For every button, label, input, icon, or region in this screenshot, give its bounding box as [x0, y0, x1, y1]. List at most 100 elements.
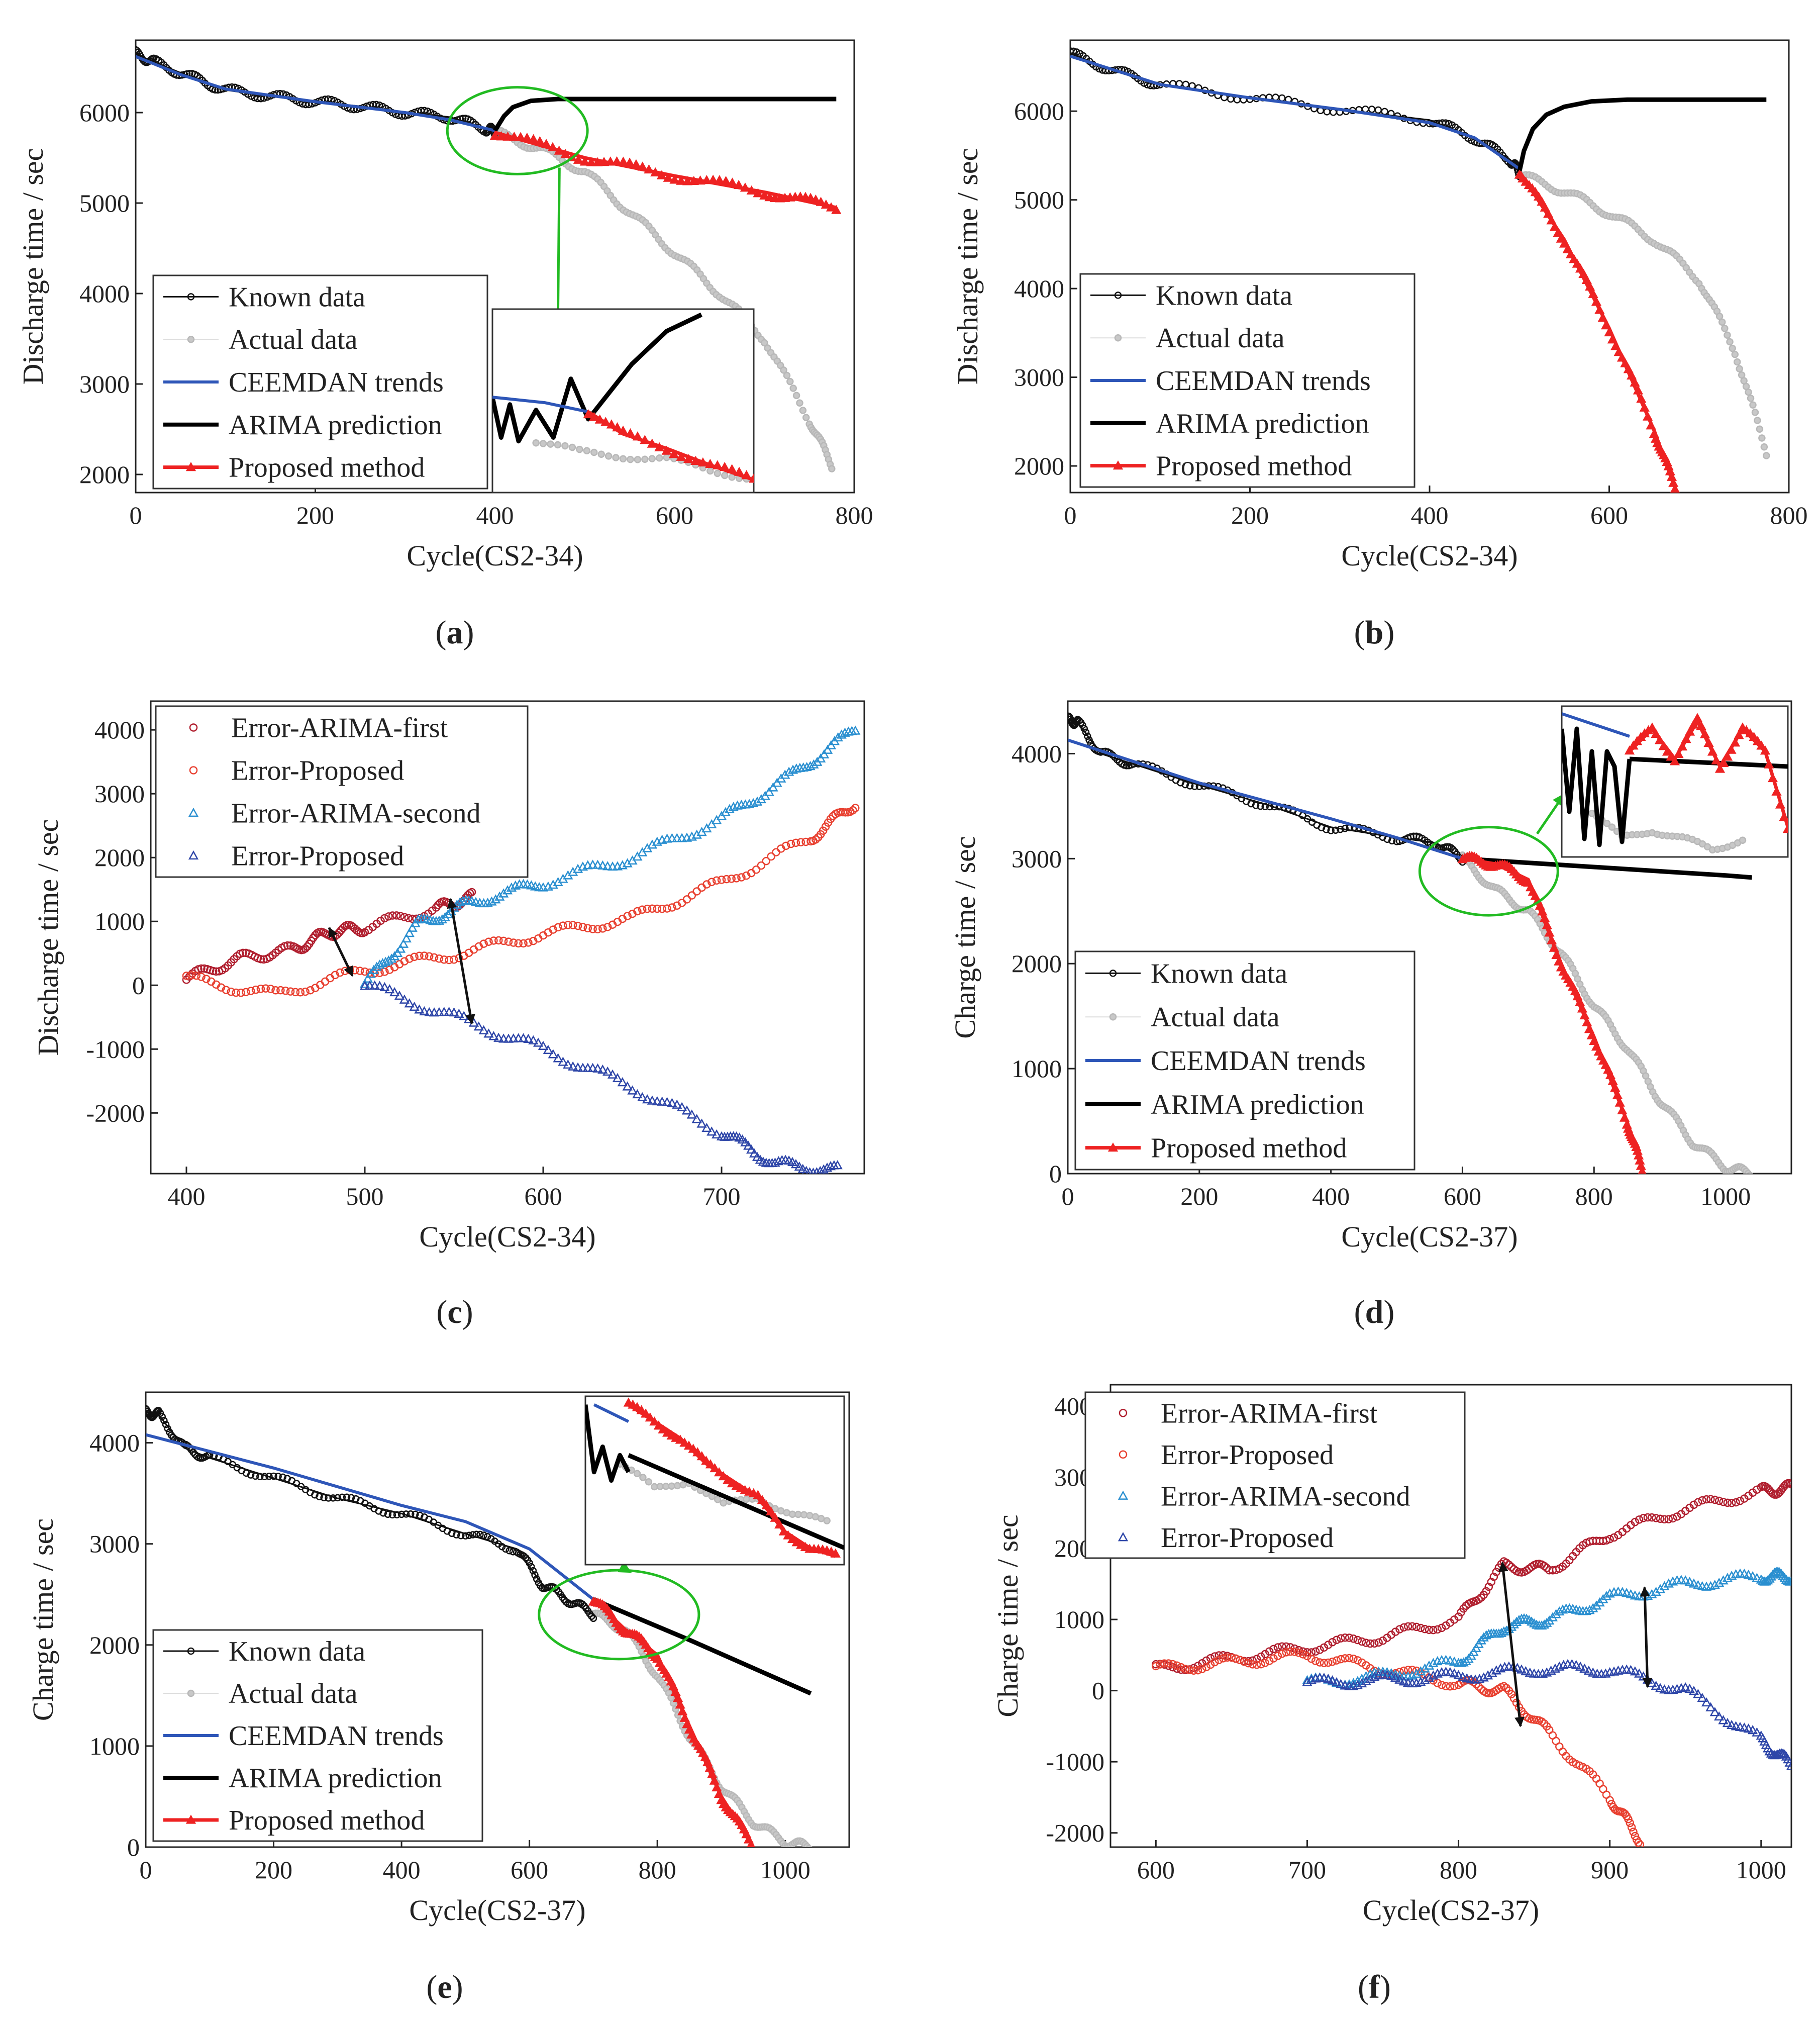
series-error-arima-second-point	[1554, 1606, 1565, 1616]
series-proposed-method-point	[741, 470, 752, 479]
series-proposed-method-point	[1646, 420, 1656, 430]
series-error-proposed-point	[549, 925, 557, 934]
legend-marker	[1107, 1142, 1119, 1152]
series-actual-data-point	[1736, 365, 1743, 373]
series-proposed-method-point	[1553, 228, 1563, 237]
series-actual-data-point	[604, 452, 613, 460]
series-known-data-point	[476, 1530, 484, 1539]
series-error-arima-second-point	[404, 928, 415, 937]
legend-label: Error-Proposed	[1161, 1439, 1334, 1471]
series-proposed-method-point	[509, 131, 520, 141]
series-known-data-point	[251, 1472, 259, 1480]
panel-caption: (d)	[1354, 1294, 1395, 1330]
series-proposed-method-point	[1658, 741, 1669, 750]
series-ceemdan-trends-line	[593, 1403, 630, 1423]
series-actual-data-point	[777, 1507, 785, 1515]
series-error-proposed-point	[1630, 1666, 1640, 1676]
legend-marker	[1114, 292, 1122, 299]
series-actual-data-point	[796, 399, 803, 407]
legend-label: Error-ARIMA-second	[231, 798, 481, 829]
series-actual-data-point	[812, 1513, 820, 1520]
series-error-proposed-point	[503, 1033, 514, 1043]
series-arima-prediction-line	[628, 1453, 844, 1550]
series-known-data-point	[393, 1511, 401, 1519]
series-proposed-method-point	[701, 1455, 712, 1465]
series-error-proposed-point	[1626, 1818, 1635, 1828]
series-proposed-method-point	[1642, 1171, 1645, 1174]
series-proposed-method-point	[1767, 773, 1778, 783]
x-tick-label: 1000	[1700, 1182, 1751, 1210]
series-error-arima-first-point	[1286, 1643, 1295, 1652]
series-known-data-point	[520, 1552, 528, 1560]
series-error-proposed-point	[657, 1096, 667, 1106]
series-proposed-method-point	[1633, 385, 1644, 395]
series-error-proposed-point	[1709, 1707, 1720, 1716]
legend-label: CEEMDAN trends	[229, 367, 444, 398]
series-known-data-point	[505, 1547, 513, 1555]
y-tick-label: 2000	[1014, 452, 1064, 480]
x-tick-label: 1000	[1736, 1856, 1786, 1884]
series-proposed-method-point	[618, 425, 629, 435]
series-error-proposed-point	[1232, 1654, 1240, 1663]
series-error-arima-first-point	[1374, 1638, 1383, 1647]
series-error-proposed-point	[790, 1159, 801, 1169]
series-error-proposed-point	[1478, 1672, 1489, 1682]
series-error-proposed-point	[1294, 1649, 1303, 1657]
series-error-proposed-point	[1786, 1761, 1791, 1770]
series-error-arima-second-point	[783, 766, 794, 776]
series-known-data-point	[397, 1510, 406, 1518]
series-error-arima-first-point	[396, 912, 405, 920]
inset-plot	[585, 1397, 844, 1558]
series-known-data-point	[256, 1473, 264, 1481]
y-tick-label: 6000	[79, 99, 130, 127]
y-axis-label: Charge time / sec	[27, 1518, 59, 1721]
series-actual-data-point	[554, 441, 562, 449]
series-known-data-point	[402, 1510, 410, 1518]
series-known-data-point	[329, 1494, 337, 1502]
series-error-arima-second-point	[1420, 1663, 1430, 1673]
series-proposed-method-point	[816, 197, 826, 206]
series-error-proposed-point	[810, 1167, 817, 1174]
series-proposed-method-point	[1647, 722, 1658, 732]
series-error-proposed-point	[232, 988, 240, 997]
series-proposed-method-point	[1610, 1082, 1621, 1092]
series-proposed-method-point	[1549, 942, 1559, 952]
series-error-proposed-point	[770, 1158, 780, 1167]
series-error-proposed-point	[499, 936, 508, 945]
series-error-arima-second-point	[1621, 1588, 1632, 1597]
series-proposed-method-point	[747, 1839, 755, 1847]
zoom-inset	[491, 308, 755, 494]
series-error-proposed-point	[1693, 1689, 1703, 1698]
series-error-arima-second-point	[1680, 1575, 1691, 1585]
x-tick-label: 600	[1590, 501, 1628, 529]
y-axis-label: Discharge time / sec	[951, 148, 984, 385]
series-error-proposed-point	[498, 1033, 509, 1043]
series-error-proposed-point	[1302, 1677, 1312, 1686]
series-error-arima-second-point	[1743, 1569, 1754, 1579]
series-error-arima-first-point	[1719, 1497, 1728, 1506]
series-error-proposed-point	[623, 912, 632, 920]
x-tick-label: 1000	[760, 1856, 811, 1884]
plot-area	[182, 725, 861, 1174]
series-proposed-method-point	[753, 1490, 763, 1499]
series-proposed-method-point	[704, 1762, 715, 1772]
y-tick-label: -1000	[86, 1035, 145, 1063]
series-known-data-point	[311, 1491, 319, 1499]
series-proposed-method-point	[605, 156, 616, 166]
series-error-arima-first-point	[1489, 1572, 1498, 1581]
series-proposed-method-point	[502, 131, 513, 141]
series-error-arima-first-point	[1727, 1499, 1736, 1507]
series-actual-data-point	[532, 439, 540, 447]
series-proposed-method-point	[1597, 312, 1608, 322]
series-proposed-method-point	[705, 1459, 716, 1469]
series-actual-data-point	[648, 455, 656, 462]
series-proposed-method-point	[1578, 268, 1589, 278]
series-known-data-point	[578, 1600, 586, 1608]
series-error-proposed-point	[538, 1040, 549, 1050]
series-proposed-method-point	[1714, 763, 1726, 773]
series-error-proposed-point	[1487, 1668, 1497, 1677]
series-error-arima-second-point	[1626, 1589, 1636, 1598]
series-actual-data-point	[1726, 338, 1734, 346]
series-error-proposed-point	[1718, 1715, 1729, 1724]
series-error-proposed-point	[564, 920, 572, 929]
